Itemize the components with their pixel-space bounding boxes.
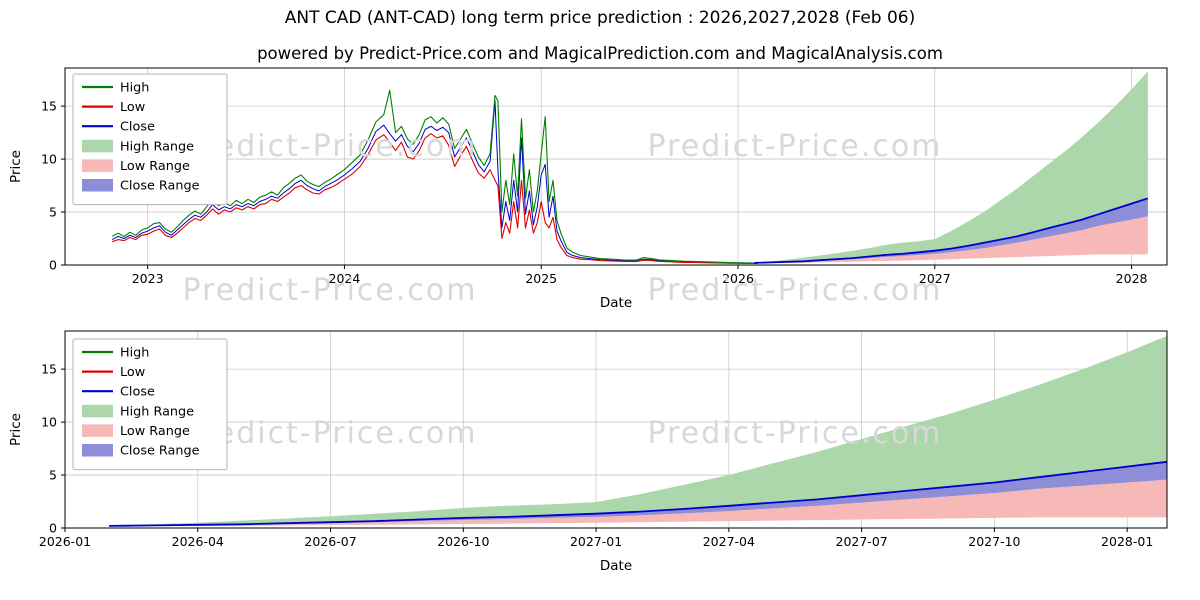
watermark-text: Predict-Price.com — [183, 416, 478, 451]
legend: High Low Close High Range Low Range Close Ran… — [72, 73, 228, 206]
watermark-text: Predict-Price.com — [183, 129, 478, 164]
y-axis-label: Price — [8, 413, 24, 446]
legend-label: Low Range — [120, 159, 190, 174]
legend-label: Close Range — [120, 179, 200, 194]
x-tick-label: 2027-07 — [836, 534, 888, 549]
forecast-close-line — [754, 197, 1149, 264]
x-tick-label: 2028-01 — [1101, 534, 1153, 549]
x-tick-label: 2026 — [722, 271, 754, 286]
y-tick-label: 5 — [49, 205, 57, 220]
low-range-area — [109, 479, 1167, 527]
plot-frame — [64, 330, 1168, 529]
x-tick-label: 2026-04 — [172, 534, 224, 549]
close-range-area — [109, 461, 1167, 527]
x-tick-label: 2027 — [919, 271, 951, 286]
watermark-text: Predict-Price.com — [183, 273, 478, 308]
high-range-area — [109, 335, 1167, 526]
legend-patch-swatch — [82, 179, 113, 192]
x-tick-label: 2026-07 — [304, 534, 356, 549]
historical-low-line — [112, 133, 758, 265]
price-history-chart: 2023 2024 2025 2026 2027 2028 0 5 10 15 Date Price P… — [8, 67, 1168, 311]
axis-ticks: 2023 2024 2025 2026 2027 2028 0 5 10 15 — [41, 99, 1147, 286]
legend-patch-swatch — [82, 139, 113, 153]
high-range-area — [754, 71, 1148, 263]
chart-series — [109, 335, 1167, 527]
x-axis-label: Date — [600, 295, 632, 311]
x-tick-label: 2024 — [329, 271, 361, 286]
legend-label: Low Range — [120, 424, 190, 439]
legend-patch-swatch — [82, 444, 113, 457]
legend-label: High — [120, 81, 149, 96]
x-axis-label: Date — [600, 558, 632, 574]
y-tick-label: 15 — [41, 99, 57, 114]
chart-series — [111, 71, 1149, 265]
x-tick-label: 2028 — [1116, 271, 1148, 286]
x-tick-label: 2027-10 — [968, 534, 1020, 549]
legend-label: High Range — [120, 139, 194, 154]
y-tick-label: 0 — [49, 258, 57, 273]
x-tick-label: 2026-10 — [437, 534, 489, 549]
y-tick-label: 5 — [49, 468, 57, 483]
legend-patch-swatch — [82, 159, 113, 172]
close-range-area — [754, 198, 1148, 264]
y-tick-label: 0 — [49, 521, 57, 536]
page-title: ANT CAD (ANT-CAD) long term price predic… — [284, 8, 916, 28]
low-range-area — [754, 216, 1148, 264]
watermark-text: Predict-Price.com — [648, 273, 943, 308]
x-tick-label: 2025 — [525, 271, 557, 286]
legend-label: Low — [120, 100, 145, 115]
x-tick-label: 2026-01 — [39, 534, 91, 549]
y-tick-label: 10 — [41, 415, 57, 430]
legend-label: Low — [120, 365, 145, 380]
legend-label: High Range — [120, 404, 194, 419]
price-forecast-chart: 2026-01 2026-04 2026-07 2026-10 2027-01 2027-… — [8, 330, 1168, 574]
axis-ticks: 2026-01 2026-04 2026-07 2026-10 2027-01 2027-… — [39, 362, 1153, 549]
y-tick-label: 15 — [41, 362, 57, 377]
y-tick-label: 10 — [41, 152, 57, 167]
legend-label: Close — [120, 385, 155, 400]
watermark-text: Predict-Price.com — [648, 129, 943, 164]
legend-patch-swatch — [82, 404, 113, 418]
legend-label: Close — [120, 120, 155, 135]
forecast-close-line — [109, 460, 1167, 527]
historical-close-line — [111, 100, 758, 264]
x-tick-label: 2027-01 — [570, 534, 622, 549]
page-subtitle: powered by Predict-Price.com and Magical… — [257, 44, 943, 63]
legend: High Low Close High Range Low Range Close Ran… — [72, 338, 228, 471]
legend-label: High — [120, 346, 149, 361]
x-tick-label: 2027-04 — [703, 534, 755, 549]
legend-label: Close Range — [120, 444, 200, 459]
y-axis-label: Price — [8, 150, 24, 183]
legend-patch-swatch — [82, 424, 113, 437]
plot-frame — [64, 67, 1168, 266]
watermark-text: Predict-Price.com — [648, 416, 943, 451]
x-tick-label: 2023 — [132, 271, 164, 286]
